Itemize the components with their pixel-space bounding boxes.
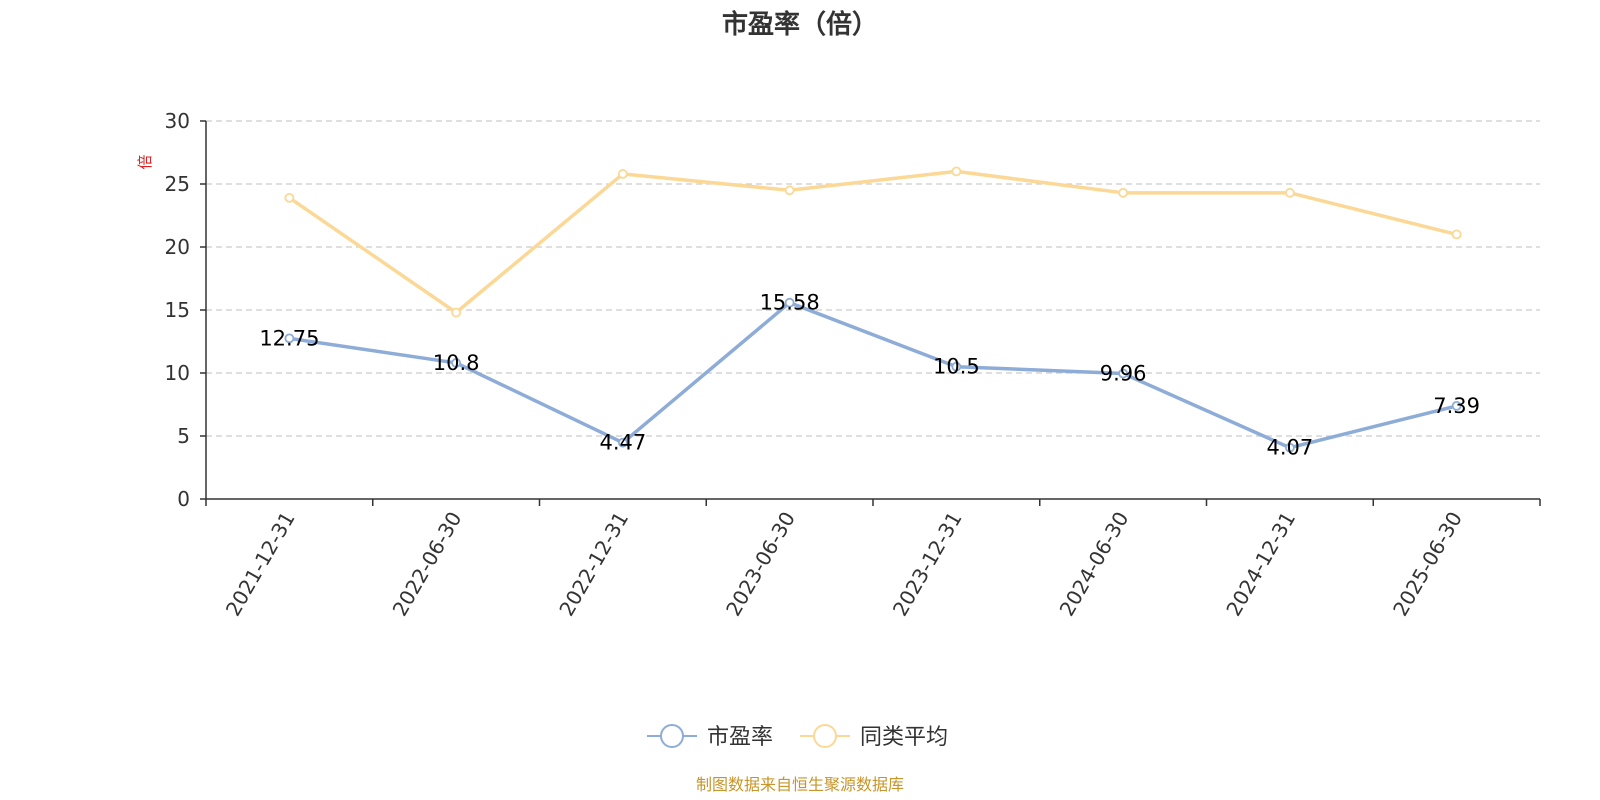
y-tick-label-15: 15: [165, 298, 190, 322]
data-label-2023-12-31: 10.5: [933, 355, 980, 379]
y-axis-unit: 倍: [136, 154, 154, 169]
x-tick-label-2022-12-31: 2022-12-31: [554, 508, 633, 621]
y-tick-label-5: 5: [177, 424, 190, 448]
point-市盈率-2025-06-30: [1451, 400, 1462, 411]
point-市盈率-2024-06-30: [1118, 368, 1129, 379]
legend-swatch-marker: [660, 724, 684, 748]
point-市盈率-2022-06-30: [451, 358, 462, 368]
point-同类平均-2024-12-31: [1284, 187, 1295, 198]
y-tick-label-0: 0: [177, 487, 190, 511]
grid-lines: [206, 120, 1540, 437]
x-tick-label-2022-06-30: 2022-06-30: [388, 508, 467, 621]
series: [284, 166, 1462, 453]
y-tick-label-20: 20: [165, 235, 190, 259]
data-label-2023-06-30: 15.58: [760, 291, 820, 315]
point-同类平均-2023-06-30: [784, 185, 795, 196]
point-市盈率-2023-12-31: [951, 361, 962, 372]
source-note: 制图数据来自恒生聚源数据库: [696, 775, 904, 794]
series-line-市盈率: [289, 300, 1458, 450]
series-line-同类平均: [288, 169, 1458, 315]
point-市盈率-2021-12-31: [284, 333, 295, 344]
point-市盈率-2022-12-31: [617, 437, 628, 448]
data-label-2025-06-30: 7.39: [1433, 394, 1480, 418]
data-label-2021-12-31: 12.75: [259, 326, 319, 350]
legend-label: 市盈率: [707, 725, 773, 750]
point-同类平均-2022-12-31: [617, 169, 628, 179]
data-label-2022-12-31: 4.47: [599, 431, 646, 455]
y-tick-label-10: 10: [165, 361, 190, 385]
x-tick-label-2025-06-30: 2025-06-30: [1388, 508, 1467, 621]
legend-swatch-marker: [813, 724, 837, 748]
axes: 0 5 10 15 20 25 30 2021-12-31 2022-06-30 2022-12-…: [165, 109, 1541, 621]
x-tick-label-2024-12-31: 2024-12-31: [1221, 508, 1300, 621]
point-市盈率-2023-06-30: [784, 297, 795, 308]
x-tick-label-2024-06-30: 2024-06-30: [1055, 508, 1134, 621]
legend[interactable]: 市盈率 同类平均: [647, 724, 948, 750]
legend-item-同类平均[interactable]: 同类平均: [800, 724, 948, 750]
data-label-2024-06-30: 9.96: [1100, 362, 1147, 386]
point-市盈率-2024-12-31: [1284, 442, 1295, 453]
y-tick-label-25: 25: [165, 172, 190, 196]
legend-label: 同类平均: [860, 725, 948, 750]
point-同类平均-2024-06-30: [1118, 187, 1129, 198]
x-tick-label-2023-06-30: 2023-06-30: [721, 508, 800, 621]
legend-item-市盈率[interactable]: 市盈率: [647, 724, 773, 750]
chart-title: 市盈率（倍）: [722, 9, 878, 40]
point-同类平均-2022-06-30: [451, 307, 462, 318]
point-同类平均-2025-06-30: [1451, 229, 1462, 240]
x-tick-label-2023-12-31: 2023-12-31: [888, 508, 967, 621]
x-tick-label-2021-12-31: 2021-12-31: [221, 508, 300, 621]
data-labels: 12.75 10.8 4.47 15.58 10.5 9.96 4.07 7.39: [259, 291, 1480, 460]
point-同类平均-2021-12-31: [284, 192, 295, 203]
data-label-2022-06-30: 10.8: [433, 351, 480, 375]
y-tick-label-30: 30: [165, 109, 190, 133]
point-同类平均-2023-12-31: [951, 166, 962, 177]
data-label-2024-12-31: 4.07: [1266, 436, 1313, 460]
